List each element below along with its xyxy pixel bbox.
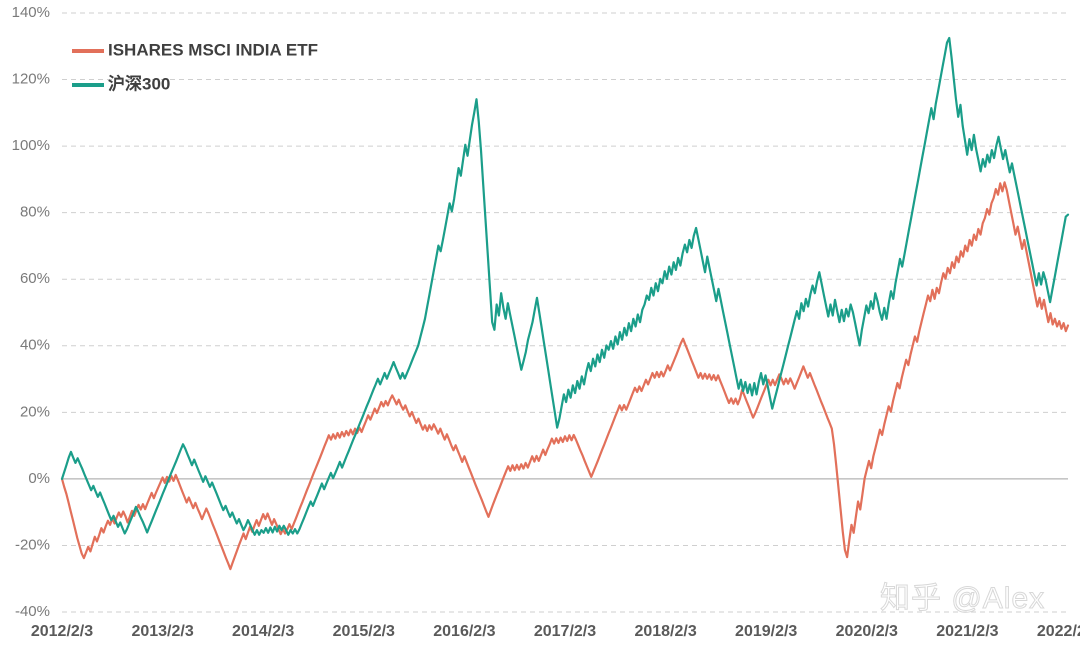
x-axis-tick-label: 2021/2/3 xyxy=(936,623,998,640)
y-axis-tick-label: 100% xyxy=(12,137,50,154)
y-axis-tick-label: -20% xyxy=(15,536,50,553)
y-axis-tick-label: 60% xyxy=(20,270,50,287)
y-axis-tick-label: 20% xyxy=(20,403,50,420)
x-axis-tick-label: 2014/2/3 xyxy=(232,623,294,640)
watermark: 知乎 @Alex xyxy=(880,582,1045,616)
x-axis-tick-label: 2020/2/3 xyxy=(836,623,898,640)
series-line-india-etf xyxy=(60,181,1070,571)
y-axis-tick-label: 40% xyxy=(20,337,50,354)
x-axis-tick-label: 2016/2/3 xyxy=(433,623,495,640)
gridlines xyxy=(62,12,1068,613)
y-axis-tick-label: -40% xyxy=(15,603,50,620)
series-line-csi300 xyxy=(60,36,1070,536)
x-axis-tick-label: 2015/2/3 xyxy=(333,623,395,640)
x-axis-labels: 2012/2/3 2013/2/3 2014/2/3 2015/2/3 2016/2/3… xyxy=(31,623,1080,640)
x-axis-tick-label: 2017/2/3 xyxy=(534,623,596,640)
data-series xyxy=(60,36,1070,571)
y-axis-tick-label: 80% xyxy=(20,204,50,221)
x-axis-tick-label: 2022/2/3 xyxy=(1037,623,1080,640)
x-axis-tick-label: 2012/2/3 xyxy=(31,623,93,640)
y-axis-tick-label: 120% xyxy=(12,71,50,88)
y-axis-tick-label: 140% xyxy=(12,4,50,21)
x-axis-tick-label: 2013/2/3 xyxy=(131,623,193,640)
y-axis-labels: 140% 120% 100% 80% 60% 40% 20% 0% -20% -40% xyxy=(12,4,50,620)
chart-legend: ISHARES MSCI INDIA ETF 沪深300 xyxy=(72,40,318,93)
y-axis-tick-label: 0% xyxy=(28,470,50,487)
x-axis-tick-label: 2019/2/3 xyxy=(735,623,797,640)
watermark-text: 知乎 @Alex xyxy=(880,582,1045,615)
legend-label: 沪深300 xyxy=(108,73,170,93)
x-axis-tick-label: 2018/2/3 xyxy=(634,623,696,640)
legend-label: ISHARES MSCI INDIA ETF xyxy=(108,40,318,59)
